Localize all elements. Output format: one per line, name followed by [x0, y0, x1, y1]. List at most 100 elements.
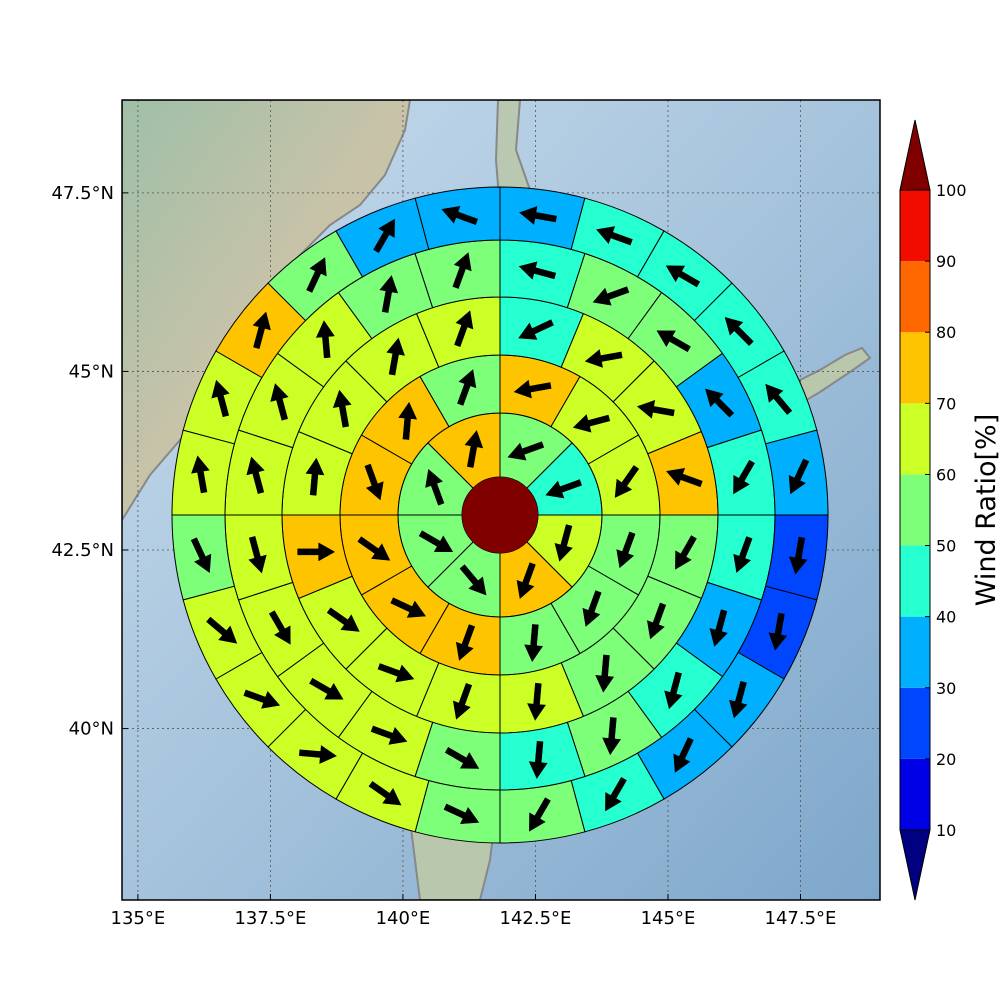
wind-arrow	[243, 689, 281, 709]
wind-arrow	[528, 740, 548, 779]
wind-arrow	[724, 316, 754, 346]
wind-arrow	[370, 725, 408, 745]
wind-arrow	[398, 401, 418, 440]
colorbar-segment	[900, 403, 930, 475]
wind-arrow	[390, 597, 426, 618]
colorbar-tick-label: 100	[936, 181, 967, 200]
wind-arrow	[191, 455, 210, 494]
colorbar-tick-label: 30	[936, 679, 956, 698]
wind-arrow	[357, 536, 391, 561]
wind-arrow	[614, 465, 640, 498]
colorbar-segment	[900, 332, 930, 404]
colorbar-segment	[900, 190, 930, 262]
wind-arrow	[309, 677, 344, 700]
wind-arrow	[675, 535, 697, 570]
wind-arrow	[518, 261, 557, 280]
colorbar-over-extension	[899, 119, 931, 191]
colorbar-tick-label: 90	[936, 252, 956, 271]
wind-arrow	[211, 379, 230, 418]
wind-arrow	[519, 206, 557, 225]
wind-arrow	[452, 683, 473, 720]
wind-arrow	[516, 562, 536, 599]
wind-arrow	[364, 463, 384, 501]
wind-arrow	[306, 257, 327, 293]
wind-arrow	[582, 590, 602, 627]
wind-arrow	[379, 275, 399, 313]
wind-arrow	[305, 457, 325, 496]
wind-arrow	[190, 537, 212, 573]
wind-arrow	[326, 607, 360, 632]
y-tick-label: 42.5°N	[51, 540, 114, 561]
wind-arrow	[332, 389, 352, 428]
colorbar-under-extension	[899, 829, 931, 901]
wind-arrow	[729, 681, 748, 719]
wind-arrow	[513, 379, 552, 399]
wind-arrow	[788, 458, 810, 495]
wind-arrow	[425, 468, 445, 506]
wind-arrow	[733, 536, 753, 573]
wind-arrow	[270, 383, 289, 421]
wind-arrow	[386, 337, 405, 376]
wind-arrow	[464, 430, 484, 468]
wind-arrow	[636, 400, 675, 419]
wind-arrow	[602, 717, 621, 756]
wind-arrow	[595, 654, 615, 693]
wind-arrow	[545, 479, 582, 499]
wind-arrow	[298, 745, 337, 764]
wind-arrow	[572, 414, 611, 433]
wind-arrow	[788, 536, 808, 575]
wind-arrows	[190, 205, 810, 832]
wind-arrow	[315, 320, 335, 359]
colorbar-segment	[900, 474, 930, 546]
wind-arrow	[656, 330, 691, 353]
wind-arrow	[373, 218, 395, 254]
colorbar-tick-label: 10	[936, 821, 956, 840]
wind-arrow	[206, 616, 238, 644]
y-axis-ticks: 40°N 42.5°N 45°N 47.5°N	[51, 183, 128, 740]
wind-arrow	[457, 369, 477, 406]
center-marker	[462, 477, 538, 553]
wind-arrow	[596, 226, 633, 246]
wind-arrow	[527, 682, 546, 721]
colorbar-tick-label: 80	[936, 323, 956, 342]
wind-arrow	[248, 536, 267, 574]
colorbar-tick-label: 50	[936, 537, 956, 556]
colorbar-segment	[900, 616, 930, 688]
wind-arrow	[454, 310, 474, 347]
wind-arrow	[455, 624, 476, 661]
wind-arrow	[368, 780, 402, 806]
wind-arrow	[444, 747, 480, 769]
wind-arrow	[709, 609, 728, 647]
colorbar-tick-label: 20	[936, 750, 956, 769]
wind-arrow	[765, 383, 793, 415]
wind-arrow	[768, 612, 788, 651]
colorbar-tick-label: 70	[936, 394, 956, 413]
colorbar-segment	[900, 261, 930, 333]
wind-arrow	[705, 388, 735, 418]
wind-arrow	[441, 205, 478, 226]
wind-arrow	[664, 671, 683, 710]
wind-arrow	[452, 252, 472, 289]
wind-arrow	[554, 524, 573, 562]
wind-arrow	[459, 564, 487, 596]
x-axis-ticks: 135°E 137.5°E 140°E 142.5°E 145°E 147.5°E	[111, 894, 837, 929]
wind-arrow	[246, 456, 265, 494]
x-tick-label: 145°E	[641, 908, 696, 929]
wind-arrow	[616, 531, 636, 569]
x-tick-label: 147.5°E	[765, 908, 837, 929]
wind-arrow	[529, 797, 551, 832]
map-frame	[121, 99, 881, 901]
wind-arrow	[518, 319, 554, 340]
wind-arrow	[252, 311, 271, 349]
colorbar-frame	[899, 189, 931, 831]
colorbar-tick-label: 40	[936, 608, 956, 627]
colorbar-tick-label: 60	[936, 465, 956, 484]
wind-arrow	[418, 530, 454, 553]
wind-arrow	[647, 602, 667, 640]
wind-arrow	[297, 542, 336, 562]
x-tick-label: 142.5°E	[500, 908, 572, 929]
wind-arrow	[666, 467, 703, 488]
colorbar-title: Wind Ratio[%]	[971, 414, 1000, 606]
colorbar-segment	[900, 758, 930, 830]
